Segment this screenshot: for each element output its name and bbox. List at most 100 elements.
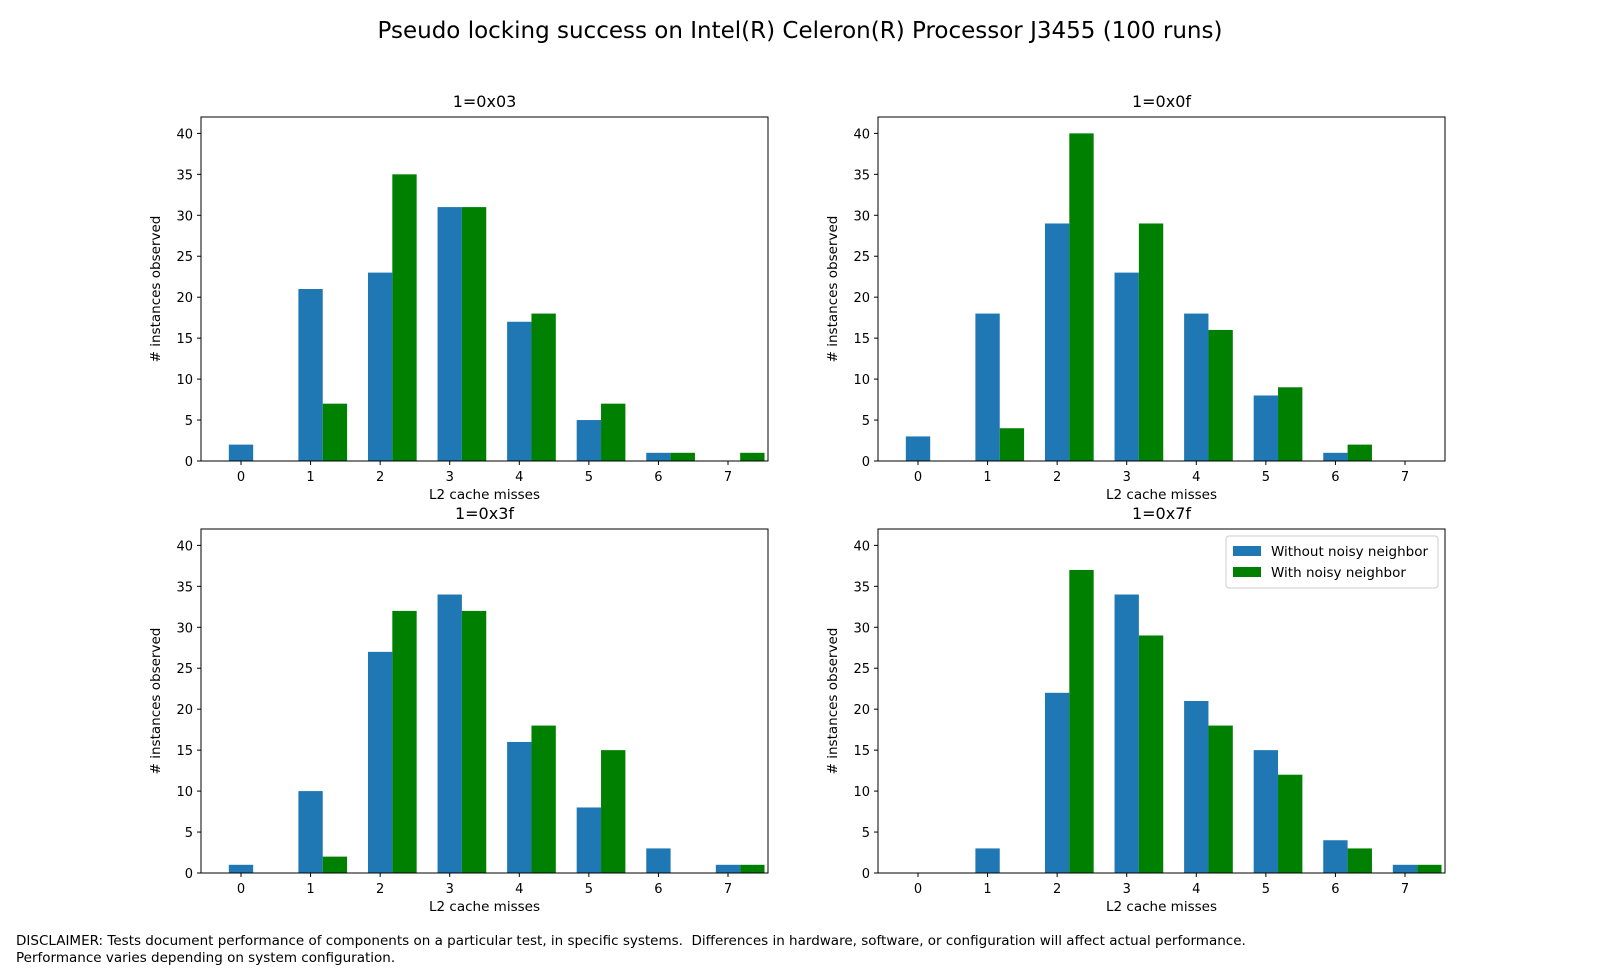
bar-without-2 [1044,692,1070,873]
bar-without-4 [507,741,532,873]
legend-swatch [1233,567,1261,577]
subplot-3: 1=0x3f 0 1 2 3 4 5 6 7 0 5 10 15 20 25 30 35 40 L2 cache m… [148,504,769,915]
legend-label: With noisy neighbor [1271,565,1406,581]
y-tick-label: 25 [176,250,193,265]
bar-with-5 [601,750,626,873]
x-axis-label: L2 cache misses [429,899,540,915]
figure-title: Pseudo locking success on Intel(R) Celer… [378,18,1223,44]
y-tick-label: 5 [185,826,193,841]
x-tick-label: 3 [446,882,454,897]
bar-without-3 [1114,272,1139,461]
bar-without-3 [437,594,462,873]
y-axis-label: # instances observed [825,628,841,775]
y-axis-label: # instances observed [148,628,164,775]
x-tick-label: 1 [983,882,991,897]
bar-without-2 [1044,223,1070,461]
bar-with-7 [740,864,765,873]
axes-frame [200,528,769,874]
y-tick-label: 25 [853,662,870,677]
subplot-title: 1=0x7f [1132,504,1191,523]
x-tick-label: 5 [1262,470,1270,485]
legend: Without noisy neighbor With noisy neighbo… [1225,535,1439,589]
bar-with-5 [601,403,626,461]
bar-without-5 [576,420,602,461]
y-tick-label: 40 [853,539,870,554]
x-tick-label: 2 [1053,470,1061,485]
x-tick-label: 0 [914,470,922,485]
bar-with-5 [1278,387,1303,461]
bar-with-6 [670,452,695,461]
bar-without-1 [975,848,1000,873]
y-tick-label: 15 [853,332,870,347]
y-tick-label: 5 [862,826,870,841]
bar-with-7 [740,452,765,461]
x-axis-label: L2 cache misses [429,487,540,503]
x-tick-label: 2 [1053,882,1061,897]
y-axis-label: # instances observed [148,216,164,363]
y-tick-label: 15 [176,744,193,759]
x-tick-label: 4 [515,470,523,485]
x-tick-label: 1 [306,882,314,897]
bar-without-5 [576,807,602,873]
subplot-title: 1=0x3f [455,504,514,523]
legend-box [1225,535,1439,589]
y-tick-label: 40 [176,539,193,554]
bar-with-3 [461,610,487,873]
bar-with-2 [392,610,417,873]
x-tick-label: 4 [1192,470,1200,485]
bar-with-4 [1208,329,1233,461]
disclaimer-line-2: Performance varies depending on system c… [16,950,396,966]
bar-without-1 [975,313,1000,461]
bar-without-5 [1253,395,1279,461]
y-tick-label: 40 [853,127,870,142]
x-tick-label: 6 [654,470,662,485]
y-tick-label: 20 [176,291,193,306]
y-tick-label: 5 [185,414,193,429]
y-tick-label: 30 [176,621,193,636]
bar-without-4 [1184,313,1209,461]
bar-with-1 [999,428,1025,461]
x-tick-label: 7 [1401,470,1409,485]
y-tick-label: 35 [176,168,193,183]
x-axis-label: L2 cache misses [1106,899,1217,915]
y-tick-label: 0 [862,867,870,882]
bar-without-0 [905,436,931,461]
y-tick-label: 30 [853,209,870,224]
bar-without-2 [367,651,393,873]
bar-without-1 [298,791,323,873]
bar-without-4 [507,321,532,461]
bar-with-2 [1069,133,1094,461]
bar-without-3 [1114,594,1139,873]
bar-with-2 [392,174,417,462]
y-tick-label: 35 [853,168,870,183]
y-tick-label: 30 [176,209,193,224]
x-tick-label: 6 [654,882,662,897]
y-tick-label: 20 [176,703,193,718]
bar-without-2 [367,272,393,461]
bar-with-1 [322,403,348,461]
x-axis-label: L2 cache misses [1106,487,1217,503]
bar-without-6 [1323,840,1348,873]
subplot-1: 1=0x03 0 1 2 3 4 5 6 7 0 5 10 15 20 25 30 35 40 L2 cache m… [148,92,769,503]
y-tick-label: 15 [176,332,193,347]
bar-with-5 [1278,774,1303,873]
subplot-4: 1=0x7f 0 1 2 3 4 5 6 7 0 5 10 15 20 25 30 35 40 L2 cache m… [825,504,1446,915]
axes-frame [877,116,1446,462]
y-axis-label: # instances observed [825,216,841,363]
bar-without-4 [1184,701,1209,873]
x-tick-label: 0 [914,882,922,897]
disclaimer: DISCLAIMER: Tests document performance o… [16,933,1246,967]
x-tick-label: 6 [1331,470,1339,485]
x-tick-label: 7 [724,882,732,897]
y-tick-label: 30 [853,621,870,636]
x-tick-label: 5 [585,470,593,485]
x-tick-label: 3 [446,470,454,485]
x-tick-label: 2 [376,470,384,485]
subplot-title: 1=0x03 [453,92,517,111]
x-tick-label: 1 [983,470,991,485]
x-tick-label: 5 [1262,882,1270,897]
bar-with-6 [1347,848,1372,873]
y-tick-label: 25 [853,250,870,265]
